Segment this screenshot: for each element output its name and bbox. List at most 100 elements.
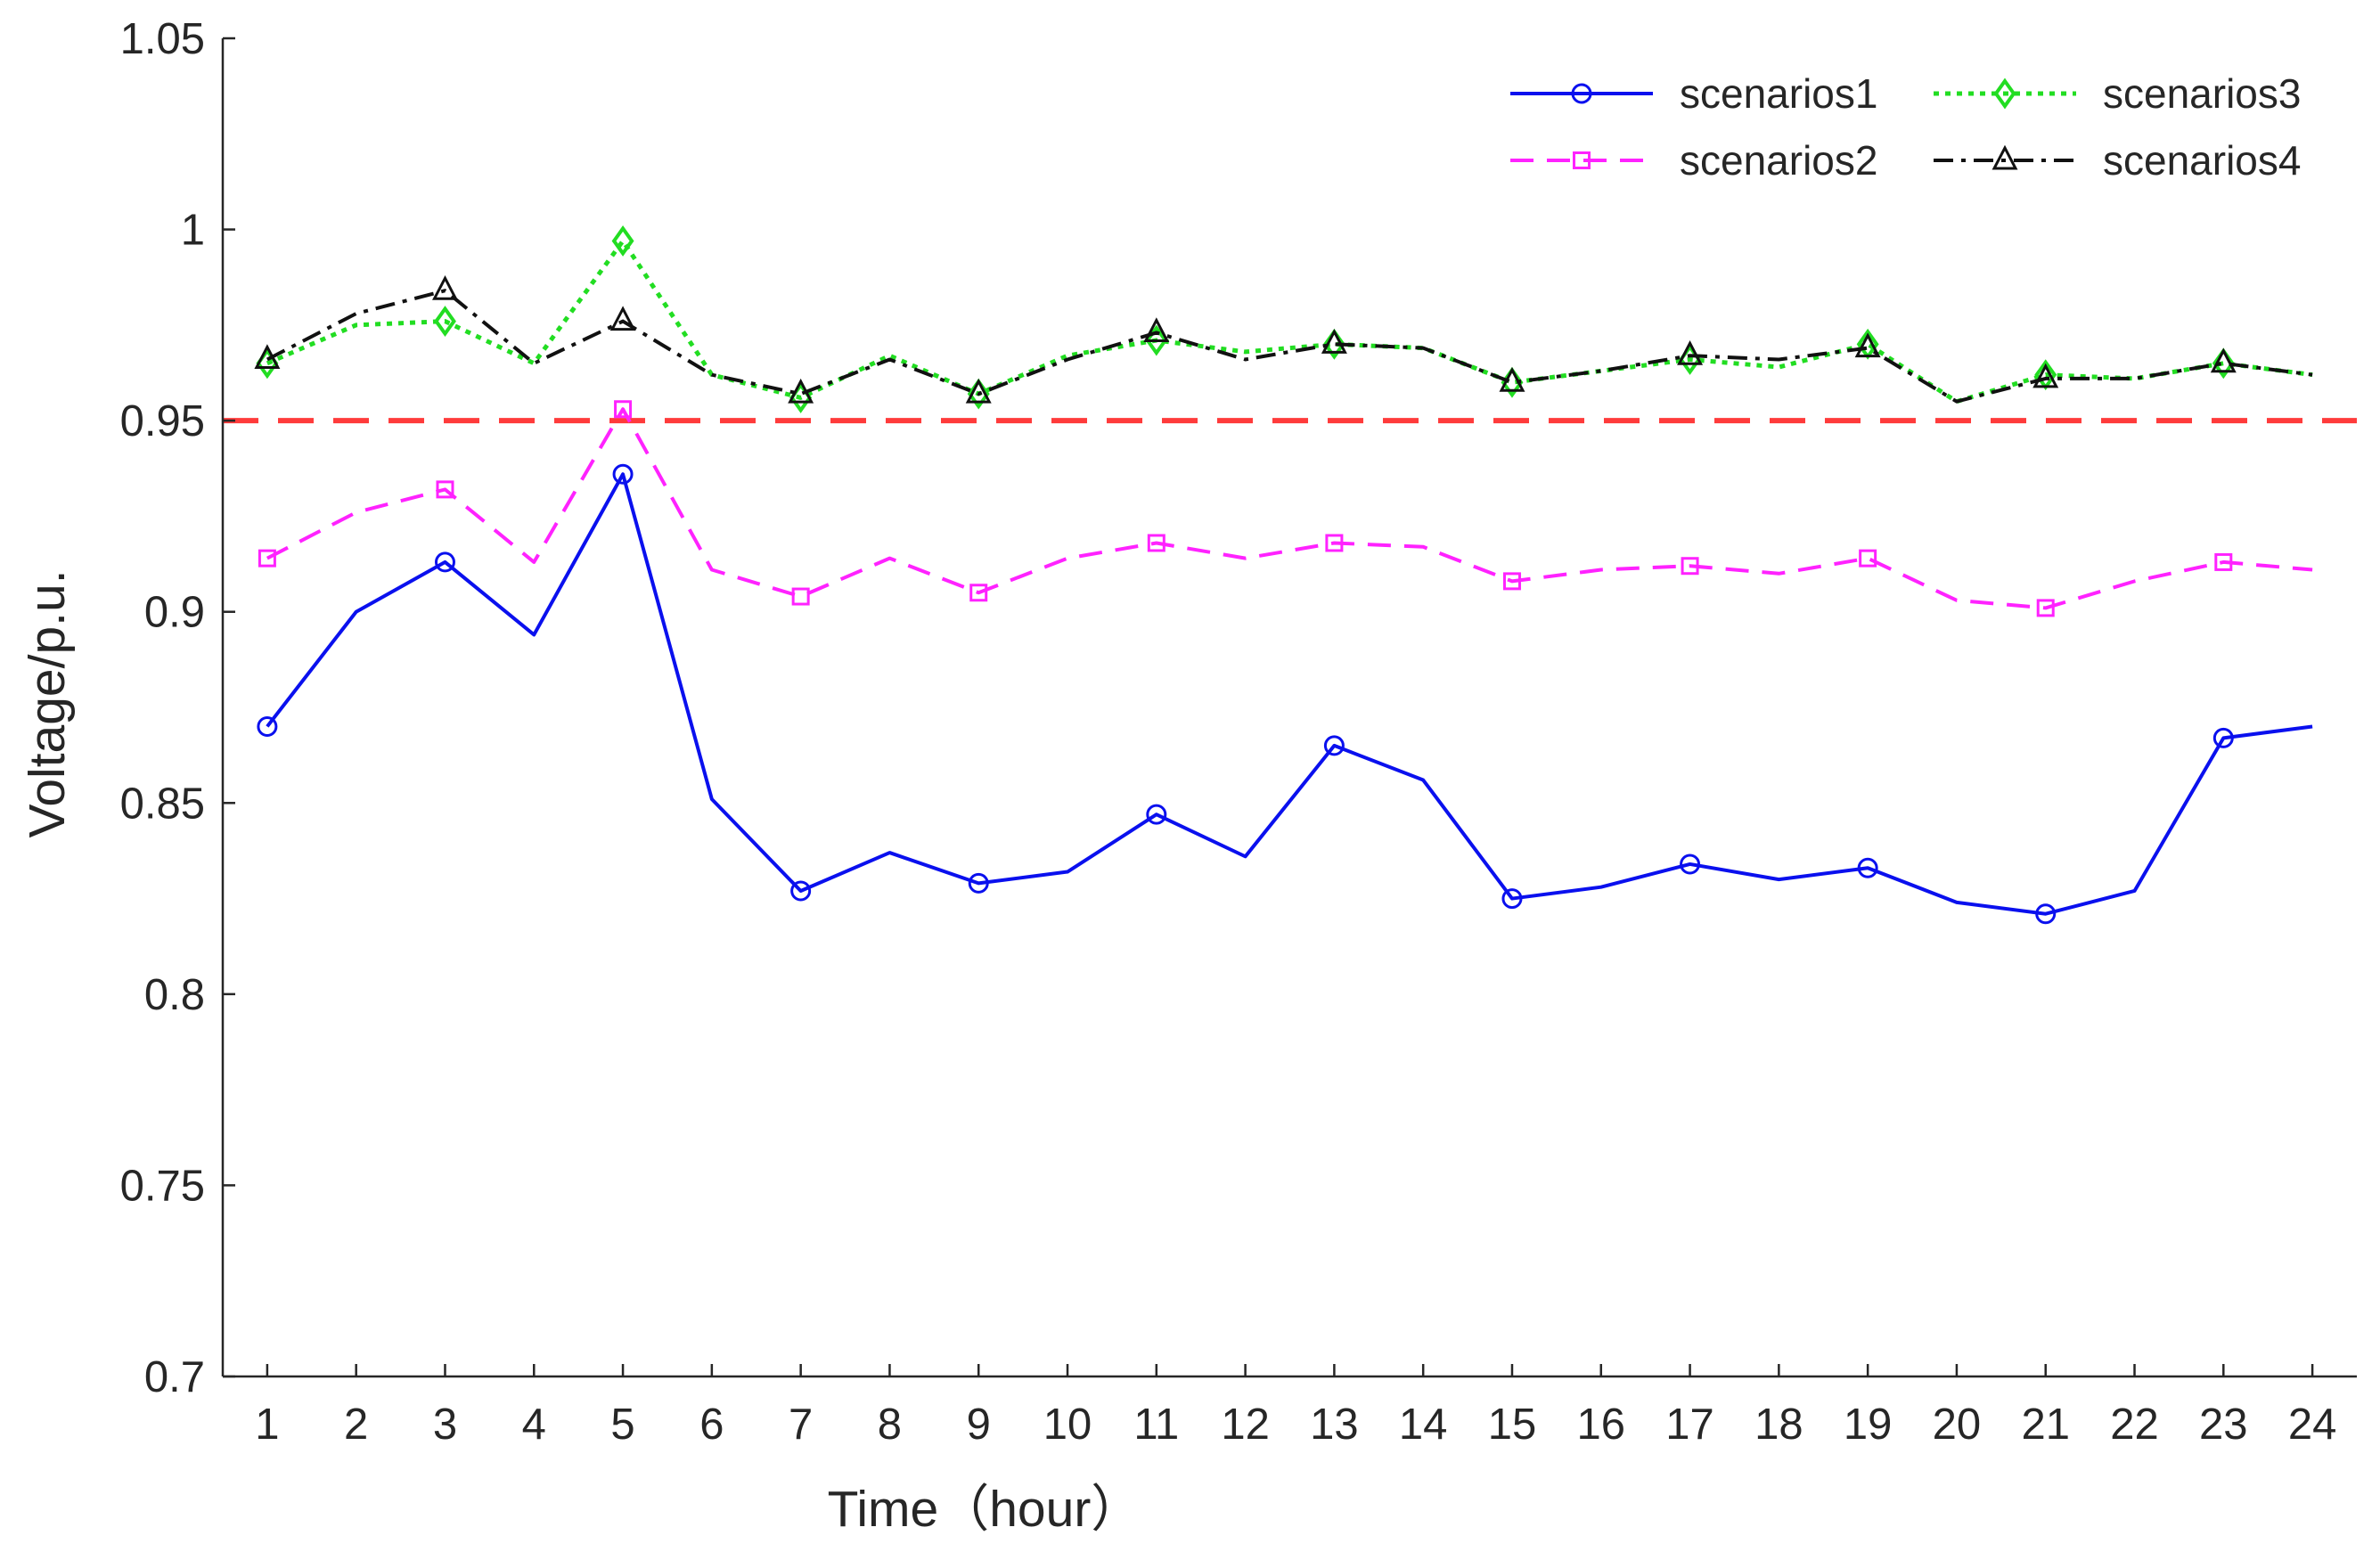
legend-marker-scenarios1: [1571, 83, 1592, 104]
data-point-scenarios2: [1681, 557, 1699, 576]
x-tick-label: 4: [522, 1401, 546, 1449]
x-tick-label: 9: [967, 1401, 991, 1449]
y-tick-label: 0.8: [144, 971, 205, 1019]
x-tick-label: 6: [699, 1401, 724, 1449]
y-tick-label: 0.85: [120, 780, 205, 828]
data-point-scenarios1: [968, 872, 989, 894]
data-point-scenarios4: [965, 378, 992, 404]
x-tick-label: 11: [1133, 1401, 1179, 1449]
x-tick-label: 1: [255, 1401, 279, 1449]
data-point-scenarios1: [612, 463, 634, 485]
data-point-scenarios1: [1680, 854, 1701, 875]
data-point-scenarios1: [434, 551, 455, 573]
x-tick-label: 24: [2288, 1401, 2337, 1449]
y-axis-title: Voltage/p.u.: [19, 569, 76, 837]
y-tick-label: 1.05: [120, 15, 205, 63]
data-point-scenarios4: [2210, 347, 2237, 373]
data-point-scenarios4: [1321, 329, 1347, 354]
y-tick-label: 0.9: [144, 589, 205, 637]
legend-marker-scenarios4: [1992, 144, 2018, 170]
data-point-scenarios1: [790, 880, 812, 902]
legend: scenarios1 scenarios2 scenarios3 scenarios4: [1510, 70, 2301, 184]
x-tick-label: 7: [789, 1401, 813, 1449]
x-tick-label: 3: [433, 1401, 457, 1449]
legend-entry-scenarios1: scenarios1: [1510, 70, 1877, 117]
data-point-scenarios2: [1147, 534, 1165, 552]
x-tick-label: 5: [610, 1401, 634, 1449]
data-point-scenarios1: [1146, 804, 1167, 825]
legend-label-scenarios4: scenarios4: [2103, 137, 2301, 184]
data-point-scenarios4: [609, 306, 636, 331]
data-point-scenarios4: [1854, 332, 1881, 358]
x-tick-label: 18: [1754, 1401, 1803, 1449]
data-point-scenarios4: [1499, 366, 1525, 392]
series-line-scenarios1: [266, 472, 2313, 916]
series-scenarios2: [258, 400, 2313, 617]
x-axis-title: Time（hour）: [828, 1481, 1142, 1538]
x-tick-label: 23: [2199, 1401, 2248, 1449]
legend-marker-scenarios2: [1573, 151, 1591, 169]
y-tick-label: 0.75: [120, 1162, 205, 1210]
x-tick-label: 17: [1665, 1401, 1714, 1449]
data-point-scenarios3: [434, 306, 456, 338]
x-tick-label: 21: [2021, 1401, 2070, 1449]
legend-label-scenarios1: scenarios1: [1680, 70, 1877, 117]
data-point-scenarios1: [2212, 727, 2234, 748]
data-point-scenarios3: [967, 378, 990, 410]
data-point-scenarios2: [1325, 534, 1344, 552]
data-point-scenarios3: [2212, 347, 2235, 380]
x-tick-label: 14: [1399, 1401, 1448, 1449]
data-point-scenarios2: [436, 480, 454, 499]
data-point-scenarios2: [614, 400, 633, 419]
x-tick-label: 8: [878, 1401, 902, 1449]
series-scenarios1: [257, 463, 2313, 925]
series-line-scenarios2: [266, 407, 2313, 610]
legend-label-scenarios2: scenarios2: [1680, 137, 1877, 184]
data-point-scenarios4: [1143, 317, 1170, 342]
data-point-scenarios4: [254, 344, 281, 369]
series-line-scenarios3: [266, 238, 2313, 404]
legend-entry-scenarios3: scenarios3: [1934, 70, 2301, 117]
series-scenarios4: [254, 274, 2313, 404]
data-point-scenarios1: [1501, 888, 1523, 910]
data-point-scenarios4: [432, 274, 458, 300]
data-point-scenarios3: [1322, 328, 1345, 360]
data-point-scenarios2: [258, 549, 276, 568]
x-tick-label: 20: [1933, 1401, 1982, 1449]
data-point-scenarios3: [611, 225, 634, 257]
series-layer: [254, 225, 2313, 925]
data-point-scenarios2: [1859, 549, 1877, 568]
data-point-scenarios4: [2032, 363, 2059, 388]
data-point-scenarios1: [257, 715, 278, 737]
x-tick-label: 13: [1310, 1401, 1359, 1449]
data-point-scenarios2: [2036, 599, 2055, 617]
legend-entry-scenarios4: scenarios4: [1934, 137, 2301, 184]
x-tick-label: 22: [2110, 1401, 2159, 1449]
legend-marker-scenarios3: [1993, 78, 2016, 110]
data-point-scenarios2: [791, 587, 810, 606]
x-tick-label: 12: [1221, 1401, 1270, 1449]
data-point-scenarios1: [2035, 903, 2057, 925]
data-point-scenarios1: [1857, 857, 1878, 878]
x-tick-label: 15: [1488, 1401, 1537, 1449]
series-line-scenarios4: [266, 289, 2313, 404]
x-tick-label: 2: [344, 1401, 368, 1449]
data-point-scenarios4: [1677, 339, 1704, 365]
x-tick-label: 19: [1844, 1401, 1893, 1449]
data-point-scenarios2: [969, 584, 988, 602]
data-point-scenarios4: [788, 378, 814, 404]
y-tick-label: 0.95: [120, 397, 205, 445]
legend-entry-scenarios2: scenarios2: [1510, 137, 1877, 184]
x-tick-label: 10: [1043, 1401, 1092, 1449]
x-tick-label: 16: [1577, 1401, 1626, 1449]
series-scenarios3: [256, 225, 2313, 413]
data-point-scenarios2: [1502, 572, 1521, 591]
data-point-scenarios2: [2214, 552, 2233, 571]
y-tick-label: 1: [181, 207, 205, 255]
data-point-scenarios1: [1323, 735, 1345, 756]
legend-label-scenarios3: scenarios3: [2103, 70, 2301, 117]
y-tick-label: 0.7: [144, 1353, 205, 1401]
